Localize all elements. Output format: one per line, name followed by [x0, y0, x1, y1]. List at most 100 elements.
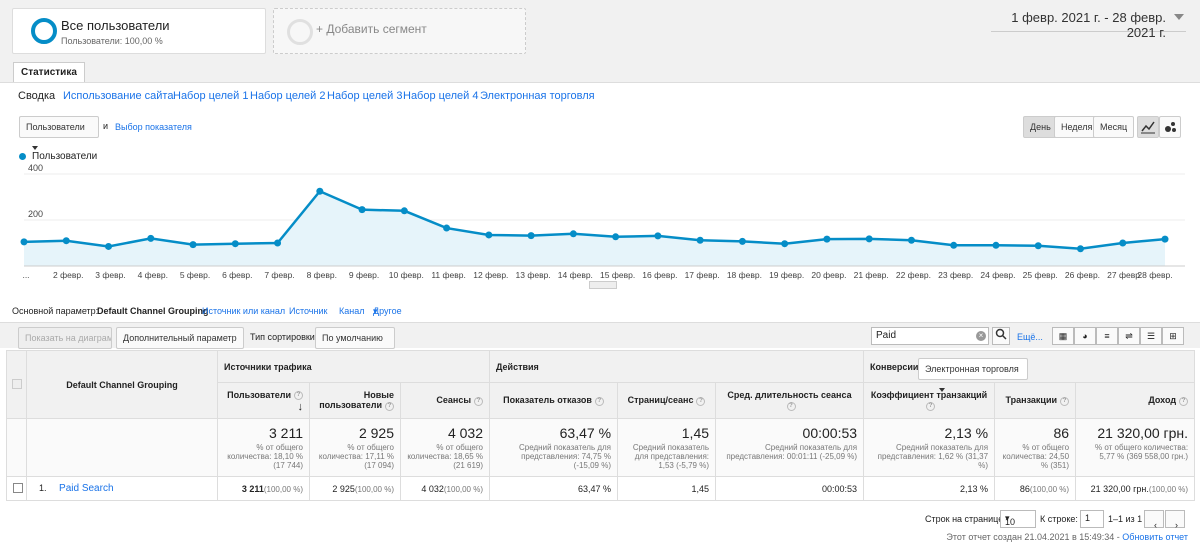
help-icon[interactable]: ?: [786, 401, 796, 411]
data-point[interactable]: [950, 241, 958, 249]
dim-medium[interactable]: Канал: [339, 306, 365, 316]
dim-source[interactable]: Источник: [289, 306, 328, 316]
subnav-goal-set-2[interactable]: Набор целей 2: [250, 90, 326, 102]
segment-all-users[interactable]: Все пользователи Пользователи: 100,00 %: [12, 8, 266, 54]
subnav-goal-set-4[interactable]: Набор целей 4: [403, 90, 479, 102]
help-icon[interactable]: ?: [1060, 396, 1070, 406]
column-header-2[interactable]: Сеансы?: [399, 382, 491, 419]
clear-search-icon[interactable]: ×: [976, 331, 986, 341]
rows-per-page-select[interactable]: 10 ▾: [1000, 510, 1036, 528]
goto-row-input[interactable]: 1: [1080, 510, 1104, 528]
column-header-3[interactable]: Показатель отказов?: [489, 382, 619, 419]
help-icon[interactable]: ?: [926, 401, 936, 411]
help-icon[interactable]: ?: [385, 401, 394, 411]
column-header-1[interactable]: Новые пользователи?: [309, 382, 401, 419]
sort-type-select[interactable]: По умолчанию: [315, 327, 395, 361]
search-button[interactable]: [992, 327, 1010, 345]
data-point[interactable]: [105, 242, 113, 250]
subnav-summary[interactable]: Сводка: [18, 90, 56, 102]
subnav-site-usage[interactable]: Использование сайта: [63, 90, 174, 102]
data-point[interactable]: [612, 233, 620, 241]
more-link[interactable]: Ещё...: [1017, 332, 1043, 342]
row-cell-5: 00:00:53: [715, 476, 865, 501]
data-point[interactable]: [1034, 242, 1042, 250]
dim-default-channel-grouping[interactable]: Default Channel Grouping: [97, 306, 209, 316]
data-point[interactable]: [1161, 235, 1169, 243]
pie-view-icon: ◕: [1082, 331, 1088, 341]
prev-page-button[interactable]: ‹: [1144, 510, 1164, 530]
column-header-0[interactable]: Пользователи? ↓: [217, 382, 310, 419]
data-point[interactable]: [316, 187, 324, 195]
help-icon[interactable]: ?: [594, 396, 604, 406]
data-point[interactable]: [823, 235, 831, 243]
row-dimension-link[interactable]: Paid Search: [59, 483, 114, 494]
data-point[interactable]: [443, 224, 451, 232]
dim-source-medium[interactable]: Источник или канал: [202, 306, 286, 316]
view-comparison-button[interactable]: ⇌: [1118, 327, 1140, 345]
x-tick-label: 7 февр.: [264, 270, 294, 280]
column-header-6[interactable]: Коэффициент транзакций?: [863, 382, 996, 419]
data-point[interactable]: [654, 232, 662, 240]
metric-select[interactable]: Пользователи: [19, 116, 99, 150]
data-point[interactable]: [358, 206, 366, 214]
data-point[interactable]: [865, 235, 873, 243]
data-point[interactable]: [1119, 239, 1127, 247]
view-performance-button[interactable]: ≡: [1096, 327, 1118, 345]
help-icon[interactable]: ?: [696, 396, 706, 406]
view-table-button[interactable]: ▦: [1052, 327, 1074, 345]
view-term-cloud-button[interactable]: ☰: [1140, 327, 1162, 345]
help-icon[interactable]: ?: [294, 390, 303, 400]
row-checkbox[interactable]: [13, 482, 23, 493]
data-point[interactable]: [189, 241, 197, 249]
data-point[interactable]: [738, 237, 746, 245]
data-point[interactable]: [147, 234, 155, 242]
data-point[interactable]: [20, 238, 28, 246]
data-point[interactable]: [569, 230, 577, 238]
date-range-picker[interactable]: 1 февр. 2021 г. - 28 февр. 2021 г.: [991, 10, 1186, 40]
line-chart-button[interactable]: [1137, 116, 1159, 138]
data-point[interactable]: [485, 231, 493, 239]
conversion-type-select[interactable]: Электронная торговля: [918, 358, 1028, 392]
plot-rows-button[interactable]: Показать на диаграмме: [18, 327, 112, 349]
data-point[interactable]: [696, 236, 704, 244]
select-all-cell[interactable]: [6, 350, 27, 419]
chart-resize-handle[interactable]: [589, 281, 617, 289]
data-point[interactable]: [1076, 245, 1084, 253]
subnav-ecommerce[interactable]: Электронная торговля: [480, 90, 595, 102]
help-icon[interactable]: ?: [474, 396, 484, 406]
data-point[interactable]: [400, 207, 408, 215]
footer-text: Этот отчет создан 21.04.2021 в 15:49:34 …: [946, 532, 1123, 542]
next-page-button[interactable]: ›: [1165, 510, 1185, 530]
row-checkbox-cell[interactable]: [6, 476, 27, 501]
help-icon[interactable]: ?: [1179, 396, 1189, 406]
select-all-checkbox[interactable]: [11, 378, 22, 389]
column-header-5[interactable]: Сред. длительность сеанса?: [715, 382, 865, 419]
subnav-goal-set-3[interactable]: Набор целей 3: [327, 90, 403, 102]
motion-chart-button[interactable]: [1159, 116, 1181, 138]
dimension-header[interactable]: Default Channel Grouping: [26, 350, 218, 419]
data-point[interactable]: [274, 239, 282, 247]
refresh-report-link[interactable]: Обновить отчет: [1122, 532, 1188, 542]
column-header-4[interactable]: Страниц/сеанс?: [617, 382, 717, 419]
column-header-8[interactable]: Доход?: [1075, 382, 1196, 419]
table-row[interactable]: 1. Paid Search 3 211(100,00 %) 2 925(100,…: [6, 476, 1196, 501]
data-point[interactable]: [781, 240, 789, 248]
choose-metric-link[interactable]: Выбор показателя: [115, 122, 192, 132]
data-point[interactable]: [231, 240, 239, 248]
day-button[interactable]: День: [1023, 116, 1058, 138]
dim-other[interactable]: Другое ▾: [373, 306, 402, 316]
data-point[interactable]: [527, 232, 535, 240]
data-point[interactable]: [62, 237, 70, 245]
tab-statistics[interactable]: Статистика: [13, 62, 85, 83]
secondary-dimension-select[interactable]: Дополнительный параметр: [116, 327, 244, 361]
view-percentage-button[interactable]: ◕: [1074, 327, 1096, 345]
view-pivot-button[interactable]: ⊞: [1162, 327, 1184, 345]
data-point[interactable]: [992, 241, 1000, 249]
month-button[interactable]: Месяц: [1093, 116, 1135, 138]
subnav-goal-set-1[interactable]: Набор целей 1: [173, 90, 249, 102]
data-point[interactable]: [907, 236, 915, 244]
table-search-input[interactable]: Paid: [871, 327, 989, 345]
add-segment-button[interactable]: + Добавить сегмент: [273, 8, 526, 54]
column-header-label: Доход: [1148, 395, 1177, 406]
column-header-7[interactable]: Транзакции?: [994, 382, 1077, 419]
